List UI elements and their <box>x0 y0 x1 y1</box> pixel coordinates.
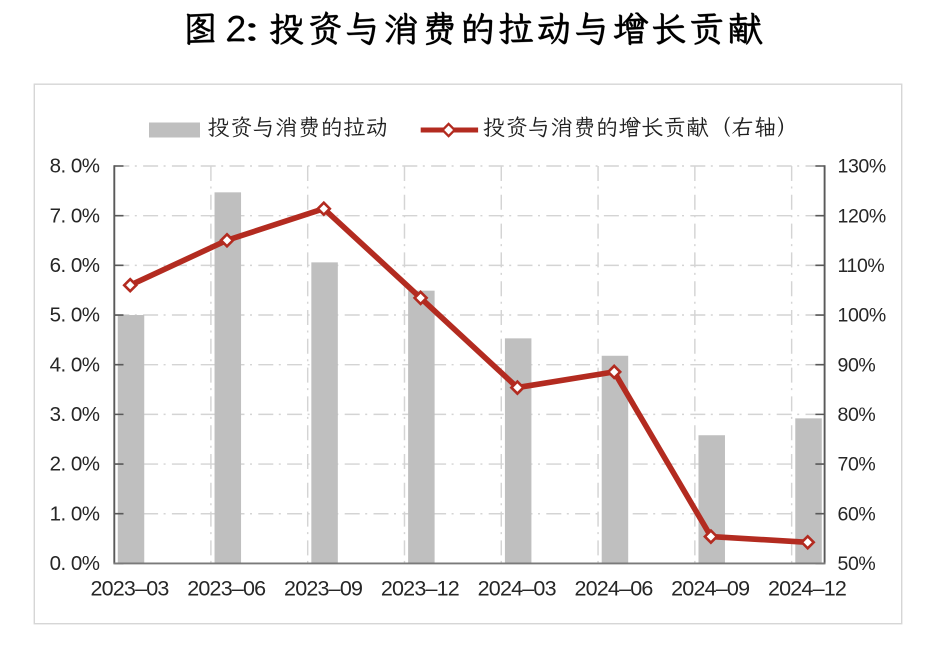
svg-text:70%: 70% <box>838 454 876 476</box>
svg-text:2024–06: 2024–06 <box>574 577 653 601</box>
svg-text:2023–06: 2023–06 <box>187 577 266 601</box>
svg-text:80%: 80% <box>838 404 876 426</box>
svg-text:2023–12: 2023–12 <box>381 577 459 601</box>
svg-text:7. 0%: 7. 0% <box>50 204 100 227</box>
svg-text:8. 0%: 8. 0% <box>50 155 100 178</box>
svg-text:120%: 120% <box>838 205 886 227</box>
svg-text:2024–12: 2024–12 <box>768 577 846 601</box>
svg-text:5. 0%: 5. 0% <box>50 304 100 327</box>
svg-text:100%: 100% <box>838 305 886 327</box>
svg-text:1. 0%: 1. 0% <box>50 502 100 525</box>
svg-text:2. 0%: 2. 0% <box>50 453 100 476</box>
svg-text:60%: 60% <box>838 503 876 525</box>
svg-text:6. 0%: 6. 0% <box>50 254 100 277</box>
svg-text:90%: 90% <box>838 354 876 376</box>
svg-text:2023–09: 2023–09 <box>284 577 362 601</box>
svg-text:2024–03: 2024–03 <box>478 577 557 601</box>
svg-text:50%: 50% <box>838 553 876 575</box>
svg-text:4. 0%: 4. 0% <box>50 353 100 376</box>
svg-text:130%: 130% <box>838 156 886 178</box>
svg-text:2023–03: 2023–03 <box>90 577 169 601</box>
svg-text:110%: 110% <box>838 255 885 277</box>
svg-text:3. 0%: 3. 0% <box>50 403 100 426</box>
svg-text:0. 0%: 0. 0% <box>50 552 100 575</box>
svg-text:2024–09: 2024–09 <box>671 577 749 601</box>
